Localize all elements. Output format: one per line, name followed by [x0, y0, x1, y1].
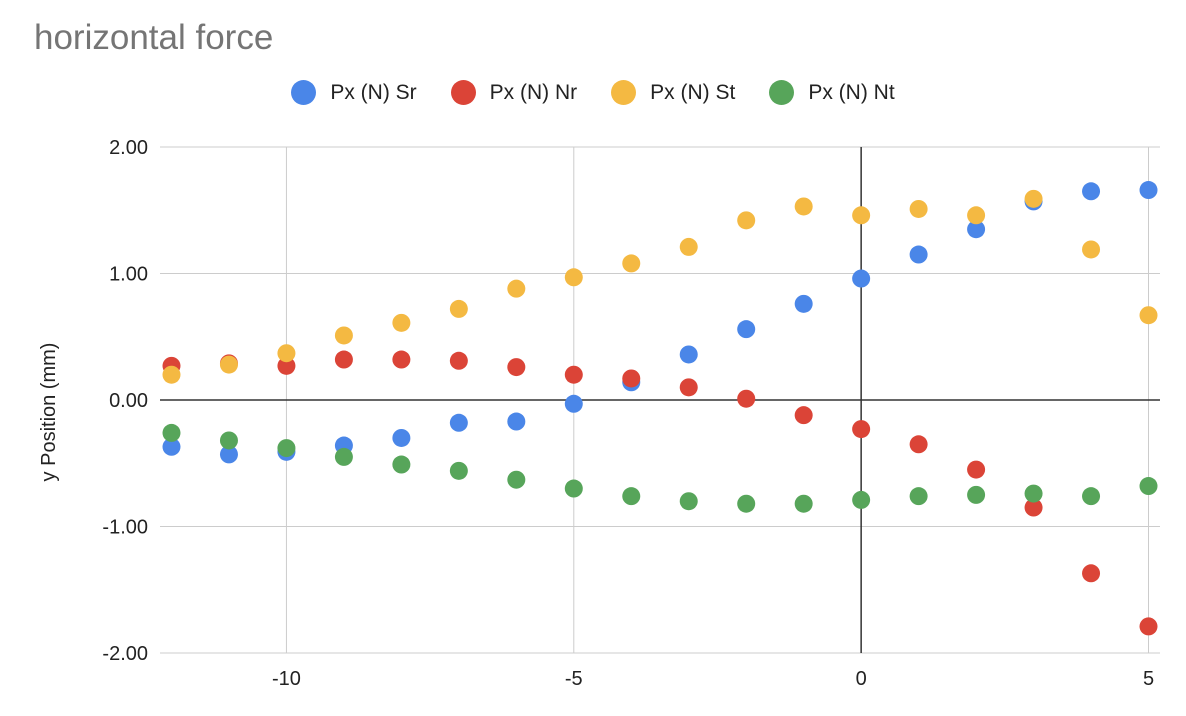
data-point — [622, 254, 641, 273]
data-point — [162, 365, 181, 384]
data-point — [162, 437, 181, 456]
data-point — [794, 197, 813, 216]
data-point — [679, 345, 698, 364]
data-point — [1082, 182, 1101, 201]
data-point — [449, 351, 468, 370]
data-point — [334, 326, 353, 345]
data-point — [564, 268, 583, 287]
x-tick-label: -5 — [565, 668, 583, 690]
data-point — [507, 470, 526, 489]
data-point — [507, 279, 526, 298]
data-point — [564, 394, 583, 413]
data-point — [507, 358, 526, 377]
legend-label-sr: Px (N) Sr — [330, 80, 417, 104]
y-axis-label: y Position (mm) — [38, 343, 60, 482]
legend-item-nt[interactable]: Px (N) Nt — [769, 80, 895, 105]
data-point — [1139, 477, 1158, 496]
data-point — [679, 237, 698, 256]
data-point — [737, 389, 756, 408]
data-point — [852, 269, 871, 288]
data-point — [794, 494, 813, 513]
legend-label-st: Px (N) St — [650, 80, 736, 104]
data-point — [1139, 181, 1158, 200]
legend-label-nr: Px (N) Nr — [489, 80, 578, 104]
data-point — [334, 350, 353, 369]
y-tick-label: 2.00 — [109, 137, 148, 159]
data-point — [737, 211, 756, 230]
legend-item-st[interactable]: Px (N) St — [611, 80, 735, 105]
legend-marker-st — [611, 80, 637, 105]
data-point — [794, 406, 813, 425]
legend-marker-sr — [291, 80, 317, 105]
chart-title: horizontal force — [34, 18, 274, 57]
series-1 — [162, 350, 1158, 636]
data-point — [622, 369, 641, 388]
data-point — [737, 320, 756, 339]
data-point — [967, 460, 986, 479]
x-tick-label: 5 — [1143, 668, 1154, 690]
y-tick-label: -1.00 — [102, 517, 148, 539]
data-point — [392, 428, 411, 447]
data-point — [219, 355, 238, 374]
data-point — [277, 356, 296, 375]
data-point — [909, 487, 928, 506]
data-point — [392, 350, 411, 369]
data-point — [392, 455, 411, 474]
data-point — [909, 199, 928, 218]
data-point — [449, 461, 468, 480]
data-point — [622, 487, 641, 506]
legend-marker-nt — [769, 80, 795, 105]
data-point — [852, 490, 871, 509]
legend-item-sr[interactable]: Px (N) Sr — [291, 80, 417, 105]
series-3 — [162, 423, 1158, 513]
data-point — [1024, 484, 1043, 503]
series-0 — [162, 181, 1158, 464]
series-2 — [162, 189, 1158, 384]
data-point — [219, 431, 238, 450]
data-point — [679, 492, 698, 511]
data-point — [909, 245, 928, 264]
data-point — [679, 378, 698, 397]
data-point — [507, 412, 526, 431]
data-point — [1082, 487, 1101, 506]
data-point — [564, 479, 583, 498]
data-point — [449, 413, 468, 432]
y-tick-label: -2.00 — [102, 643, 148, 665]
data-point — [392, 313, 411, 332]
x-tick-label: 0 — [856, 668, 867, 690]
data-point — [1139, 617, 1158, 636]
data-point — [909, 435, 928, 454]
legend: Px (N) Sr Px (N) Nr Px (N) St Px (N) Nt — [0, 80, 1186, 105]
data-point — [1024, 498, 1043, 517]
data-point — [277, 439, 296, 458]
data-point — [564, 365, 583, 384]
y-tick-label: 1.00 — [109, 264, 148, 286]
data-point — [852, 206, 871, 225]
data-points — [162, 181, 1158, 636]
data-point — [219, 445, 238, 464]
data-point — [794, 294, 813, 313]
legend-marker-nr — [450, 80, 476, 105]
data-point — [737, 494, 756, 513]
data-point — [334, 447, 353, 466]
data-point — [1024, 189, 1043, 208]
data-point — [967, 206, 986, 225]
tick-labels: 2.00 1.00 0.00 -1.00 -2.00 -10 -5 0 5 — [102, 137, 1154, 690]
data-point — [449, 299, 468, 318]
x-tick-label: -10 — [272, 668, 301, 690]
data-point — [852, 420, 871, 439]
data-point — [277, 344, 296, 363]
axes — [160, 147, 1160, 653]
y-tick-label: 0.00 — [109, 390, 148, 412]
data-point — [967, 485, 986, 504]
data-point — [967, 220, 986, 239]
data-point — [1082, 240, 1101, 259]
data-point — [162, 423, 181, 442]
data-point — [1139, 306, 1158, 325]
legend-item-nr[interactable]: Px (N) Nr — [450, 80, 578, 105]
data-point — [1082, 564, 1101, 583]
legend-label-nt: Px (N) Nt — [808, 80, 895, 104]
